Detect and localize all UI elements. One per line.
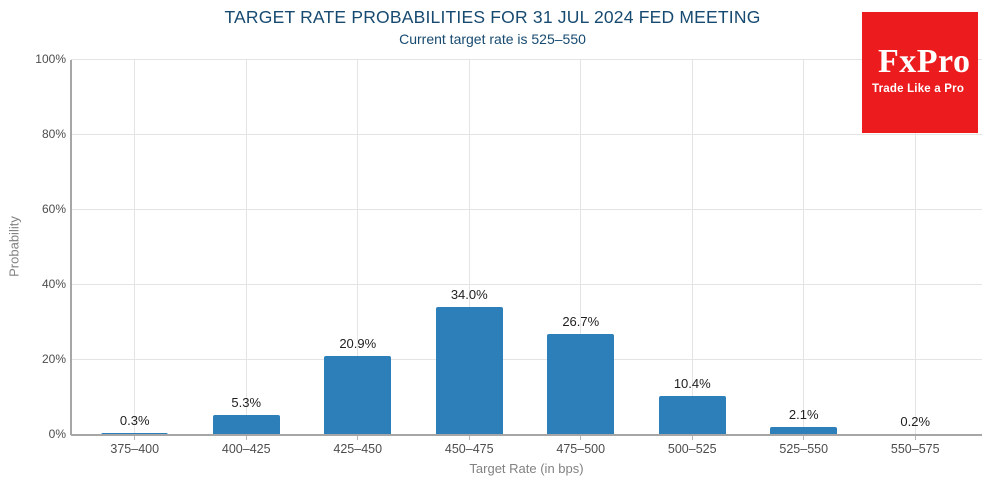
v-gridline <box>134 59 136 435</box>
x-tick-label: 425–450 <box>333 442 383 456</box>
v-gridline <box>580 59 582 435</box>
bar <box>101 433 169 435</box>
y-tick-label: 40% <box>41 277 66 291</box>
bar <box>212 414 280 435</box>
x-tick-mark <box>691 434 693 440</box>
h-gridline <box>71 134 982 135</box>
y-tick-label: 80% <box>41 127 66 141</box>
x-tick-label: 550–575 <box>890 442 940 456</box>
fxpro-logo: FxPro Trade Like a Pro <box>862 12 978 133</box>
x-tick-label: 475–500 <box>556 442 606 456</box>
h-gridline <box>71 284 982 285</box>
bar-value-label: 26.7% <box>562 314 600 330</box>
bar-value-label: 34.0% <box>450 287 488 302</box>
v-gridline <box>245 59 247 435</box>
y-axis-title: Probability <box>6 216 22 277</box>
bar <box>658 395 726 435</box>
v-gridline <box>468 59 470 435</box>
bar-value-label: 2.1% <box>788 406 819 422</box>
fxpro-logo-tagline: Trade Like a Pro <box>872 83 965 95</box>
chart-title: TARGET RATE PROBABILITIES FOR 31 JUL 202… <box>224 7 761 27</box>
bar-value-label: 20.9% <box>339 336 377 352</box>
x-tick-label: 525–550 <box>779 442 829 456</box>
bar <box>770 426 838 435</box>
x-tick-mark <box>357 434 359 440</box>
x-tick-label: 500–525 <box>667 442 717 456</box>
bar <box>324 356 392 435</box>
bar <box>547 334 615 435</box>
bar-value-label: 0.2% <box>900 413 931 429</box>
x-tick-label: 400–425 <box>221 442 271 456</box>
h-gridline <box>71 59 982 60</box>
fxpro-logo-wordmark: FxPro <box>878 43 971 80</box>
v-gridline <box>803 59 805 435</box>
h-gridline <box>71 359 982 360</box>
y-tick-label: 20% <box>41 352 66 366</box>
x-tick-label: 450–475 <box>444 442 494 456</box>
y-tick-label: 100% <box>35 52 66 66</box>
bar-value-label: 5.3% <box>231 394 262 410</box>
bar-value-label: 10.4% <box>673 375 711 391</box>
v-gridline <box>357 59 359 435</box>
v-gridline <box>691 59 693 435</box>
x-tick-mark <box>580 434 582 440</box>
bar <box>435 307 503 435</box>
x-tick-mark <box>134 434 136 440</box>
x-axis-title: Target Rate (in bps) <box>469 461 584 476</box>
x-tick-label: 375–400 <box>110 442 160 456</box>
x-axis-line <box>71 434 982 436</box>
y-axis-line <box>70 59 72 435</box>
chart-subtitle: Current target rate is 525–550 <box>399 31 586 47</box>
v-gridline <box>914 59 916 435</box>
h-gridline <box>71 209 982 210</box>
y-tick-label: 0% <box>48 427 66 441</box>
y-tick-label: 60% <box>41 202 66 216</box>
bar-value-label: 0.3% <box>119 413 150 429</box>
x-tick-mark <box>245 434 247 440</box>
x-tick-mark <box>468 434 470 440</box>
x-tick-mark <box>803 434 805 440</box>
x-tick-mark <box>914 434 916 440</box>
